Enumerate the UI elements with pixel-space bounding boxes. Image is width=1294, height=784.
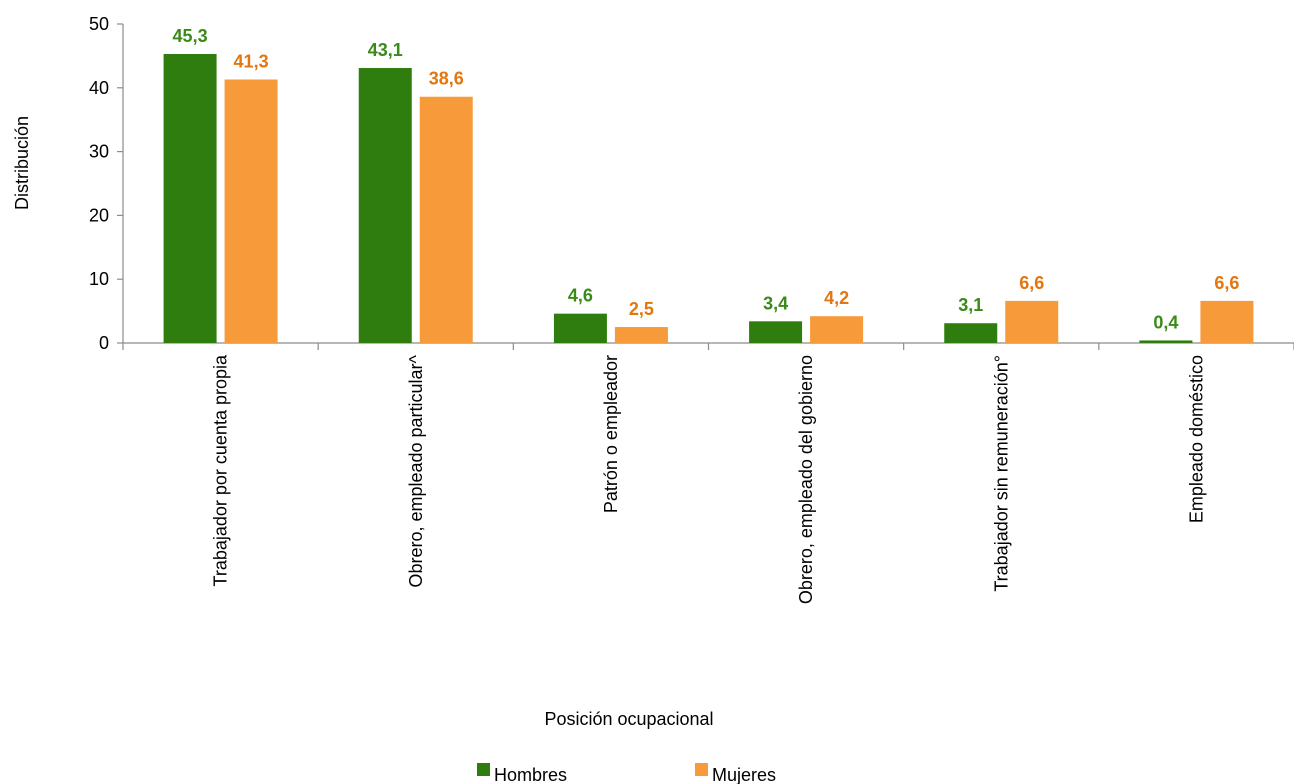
bar-hombres: [944, 323, 998, 343]
data-label-hombres: 0,4: [1153, 312, 1178, 332]
bar-mujeres: [1005, 300, 1059, 343]
y-tick-label: 10: [89, 269, 109, 289]
data-label-hombres: 45,3: [173, 26, 208, 46]
bar-hombres: [1139, 340, 1193, 343]
bar-mujeres: [810, 316, 864, 343]
x-category-label: Empleado doméstico: [1186, 355, 1206, 523]
bar-hombres: [553, 313, 607, 343]
data-label-hombres: 3,4: [763, 293, 788, 313]
y-tick-label: 40: [89, 78, 109, 98]
bar-mujeres: [1200, 300, 1254, 343]
bar-hombres: [358, 68, 412, 343]
y-tick-label: 30: [89, 142, 109, 162]
y-tick-label: 50: [89, 14, 109, 34]
legend-label-mujeres: Mujeres: [712, 765, 776, 784]
bar-hombres: [163, 53, 217, 344]
bar-hombres: [749, 321, 803, 343]
data-label-mujeres: 4,2: [824, 288, 849, 308]
y-axis: 0 10 20 30 40 50: [89, 14, 124, 353]
bar-mujeres: [224, 79, 278, 344]
data-label-hombres: 4,6: [568, 286, 593, 306]
legend-label-hombres: Hombres: [494, 765, 567, 784]
x-category-label: Trabajador por cuenta propia: [211, 354, 231, 586]
data-label-mujeres: 6,6: [1019, 273, 1044, 293]
legend: Hombres Mujeres: [477, 763, 776, 784]
y-tick-label: 0: [99, 333, 109, 353]
bars: [163, 53, 1254, 344]
bar-mujeres: [419, 96, 473, 344]
legend-swatch-mujeres: [695, 763, 708, 776]
x-axis-title: Posición ocupacional: [544, 709, 713, 729]
data-label-mujeres: 6,6: [1214, 273, 1239, 293]
x-category-label: Obrero, empleado particular^: [406, 354, 426, 587]
y-axis-title: Distribución: [12, 116, 32, 210]
data-label-hombres: 43,1: [368, 40, 403, 60]
bar-mujeres: [614, 327, 668, 343]
x-category-label: Obrero, empleado del gobierno: [796, 355, 816, 604]
data-label-mujeres: 38,6: [429, 69, 464, 89]
data-label-mujeres: 41,3: [234, 52, 269, 72]
data-labels: 45,3 41,3 43,1 38,6 4,6 2,5 3,4 4,2 3,1 6,6 0,4 6,6: [173, 26, 1240, 332]
y-tick-label: 20: [89, 205, 109, 225]
data-label-hombres: 3,1: [958, 295, 983, 315]
x-category-label: Patrón o empleador: [601, 355, 621, 513]
x-category-label: Trabajador sin remuneración°: [991, 355, 1011, 592]
legend-swatch-hombres: [477, 763, 490, 776]
data-label-mujeres: 2,5: [629, 299, 654, 319]
x-axis: Trabajador por cuenta propia Obrero, empl…: [122, 342, 1294, 604]
